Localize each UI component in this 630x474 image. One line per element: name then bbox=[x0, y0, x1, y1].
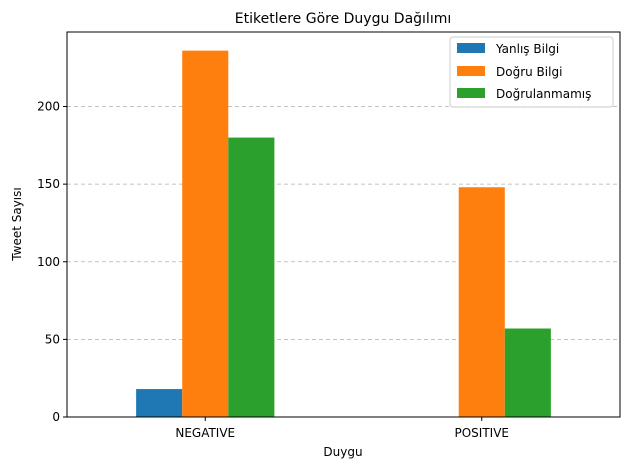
y-tick-label: 50 bbox=[45, 332, 60, 346]
legend-label: Yanlış Bilgi bbox=[495, 42, 559, 56]
x-tick-label: NEGATIVE bbox=[175, 426, 235, 440]
bar bbox=[182, 50, 229, 418]
bar bbox=[458, 187, 505, 417]
x-axis-ticks: NEGATIVE POSITIVE bbox=[175, 417, 509, 440]
y-tick-label: 100 bbox=[37, 255, 60, 269]
bars bbox=[136, 50, 551, 418]
plot-area-frame bbox=[66, 31, 621, 418]
x-axis-label: Duygu bbox=[323, 445, 362, 459]
legend-entry: Yanlış Bilgi bbox=[457, 42, 559, 56]
y-axis-ticks: 0 50 100 150 200 bbox=[37, 100, 67, 424]
bar bbox=[228, 137, 275, 417]
legend-label: Doğru Bilgi bbox=[496, 65, 562, 79]
bar bbox=[504, 328, 551, 417]
legend-swatch bbox=[457, 43, 485, 53]
bar bbox=[136, 389, 183, 417]
legend-swatch bbox=[457, 66, 485, 76]
legend: Yanlış Bilgi Doğru Bilgi Doğrulanmamış bbox=[449, 36, 614, 108]
legend-swatch bbox=[457, 88, 485, 98]
y-axis-label: Tweet Sayısı bbox=[10, 187, 24, 261]
y-tick-label: 150 bbox=[37, 177, 60, 191]
legend-entry: Doğrulanmamış bbox=[457, 87, 591, 101]
y-tick-label: 200 bbox=[37, 100, 60, 114]
chart-title: Etiketlere Göre Duygu Dağılımı bbox=[235, 11, 451, 27]
legend-frame bbox=[449, 36, 614, 108]
y-tick-label: 0 bbox=[52, 410, 60, 424]
legend-entry: Doğru Bilgi bbox=[457, 65, 562, 79]
legend-label: Doğrulanmamış bbox=[496, 87, 591, 101]
x-tick-label: POSITIVE bbox=[455, 426, 510, 440]
